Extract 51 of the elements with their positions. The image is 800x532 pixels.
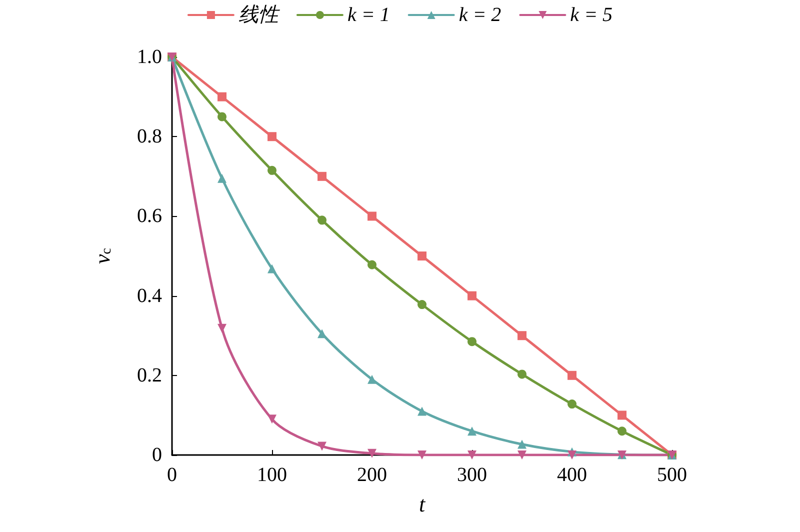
x-tick-label: 500 <box>657 464 687 486</box>
legend-label: 线性 <box>238 4 280 26</box>
point <box>218 174 226 183</box>
y-tick-label: 0.6 <box>137 205 162 228</box>
point <box>518 450 526 460</box>
point <box>368 448 376 458</box>
y-axis-title: vc <box>90 248 114 264</box>
x-tick-label: 0 <box>167 464 177 486</box>
point <box>318 329 326 338</box>
legend-label: k = 2 <box>458 4 502 26</box>
point <box>368 260 376 270</box>
point <box>568 450 576 460</box>
point <box>268 414 276 424</box>
y-tick-label: 0 <box>152 444 162 466</box>
point <box>218 112 226 122</box>
point <box>418 300 426 310</box>
legend-label: k = 5 <box>570 4 613 26</box>
y-tick-label: 0.2 <box>137 364 162 386</box>
point <box>468 337 476 346</box>
point <box>368 212 376 221</box>
y-tick-label: 0.4 <box>137 284 162 307</box>
point <box>268 132 276 142</box>
point <box>568 400 576 409</box>
point <box>618 410 626 420</box>
x-axis-title: t <box>418 492 426 516</box>
y-tick-label: 0.8 <box>137 126 162 148</box>
point <box>368 374 376 384</box>
point <box>468 291 476 300</box>
point <box>218 92 226 102</box>
point <box>318 172 326 181</box>
point <box>618 426 626 436</box>
point <box>268 166 276 175</box>
point <box>268 264 276 274</box>
x-tick-label: 300 <box>457 464 487 486</box>
point <box>218 324 226 333</box>
point <box>318 442 326 451</box>
point <box>418 406 426 416</box>
legend-label: k = 1 <box>347 4 390 26</box>
point <box>468 450 476 460</box>
point <box>518 370 526 379</box>
x-tick-label: 200 <box>357 464 387 486</box>
x-tick-label: 400 <box>557 464 587 486</box>
point <box>518 331 526 340</box>
point <box>568 370 576 380</box>
x-tick-label: 100 <box>257 464 287 486</box>
point <box>318 216 326 225</box>
y-tick-label: 1.0 <box>137 46 162 68</box>
point <box>518 440 526 449</box>
point <box>418 450 426 460</box>
point <box>418 252 426 260</box>
point <box>468 426 476 436</box>
